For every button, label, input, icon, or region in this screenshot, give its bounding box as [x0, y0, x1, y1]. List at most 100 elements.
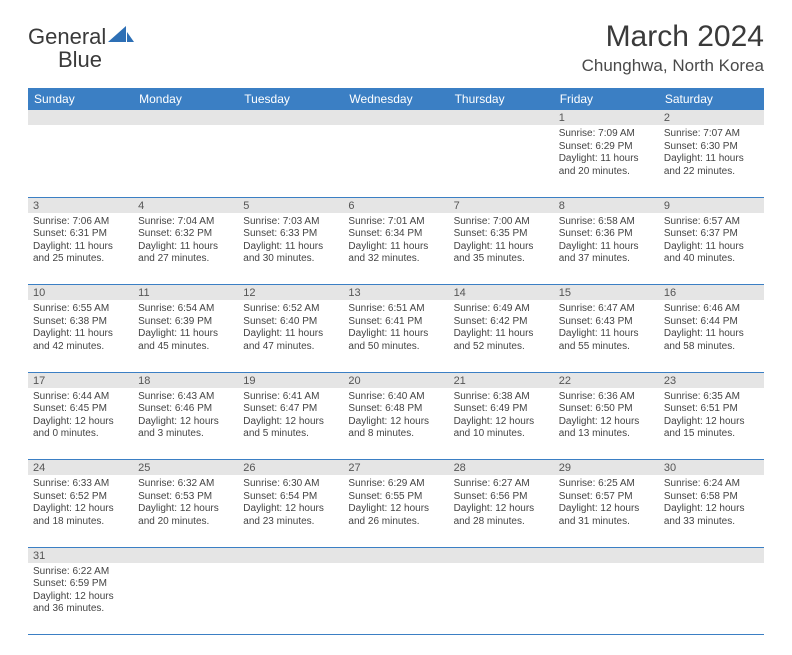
daylight-text-2: and 22 minutes. — [664, 166, 759, 179]
daynum-11: 11 — [133, 285, 238, 301]
header: General Blue March 2024 Chunghwa, North … — [28, 20, 764, 76]
sunset-text: Sunset: 6:53 PM — [138, 491, 233, 504]
daylight-text-2: and 28 minutes. — [454, 516, 549, 529]
day-cell-19: Sunrise: 6:41 AMSunset: 6:47 PMDaylight:… — [238, 388, 343, 460]
weekday-monday: Monday — [133, 88, 238, 110]
daylight-text-1: Daylight: 11 hours — [454, 241, 549, 254]
daylight-text-1: Daylight: 11 hours — [33, 328, 128, 341]
day-cell-26: Sunrise: 6:30 AMSunset: 6:54 PMDaylight:… — [238, 475, 343, 547]
daylight-text-2: and 36 minutes. — [33, 603, 128, 616]
daylight-text-2: and 8 minutes. — [348, 428, 443, 441]
daynum-empty — [343, 547, 448, 563]
daylight-text-1: Daylight: 12 hours — [33, 591, 128, 604]
day-cell-31: Sunrise: 6:22 AMSunset: 6:59 PMDaylight:… — [28, 563, 133, 635]
week-content-row: Sunrise: 7:09 AMSunset: 6:29 PMDaylight:… — [28, 125, 764, 197]
daylight-text-2: and 55 minutes. — [559, 341, 654, 354]
sunrise-text: Sunrise: 6:29 AM — [348, 478, 443, 491]
daynum-2: 2 — [659, 110, 764, 125]
day-cell-4: Sunrise: 7:04 AMSunset: 6:32 PMDaylight:… — [133, 213, 238, 285]
day-details: Sunrise: 6:35 AMSunset: 6:51 PMDaylight:… — [664, 391, 759, 441]
daylight-text-1: Daylight: 12 hours — [138, 416, 233, 429]
day-cell-empty — [659, 563, 764, 635]
daylight-text-1: Daylight: 11 hours — [138, 241, 233, 254]
sunrise-text: Sunrise: 6:30 AM — [243, 478, 338, 491]
daynum-29: 29 — [554, 460, 659, 476]
sunrise-text: Sunrise: 7:04 AM — [138, 216, 233, 229]
daylight-text-1: Daylight: 11 hours — [664, 241, 759, 254]
daynum-28: 28 — [449, 460, 554, 476]
sunset-text: Sunset: 6:43 PM — [559, 316, 654, 329]
daynum-empty — [343, 110, 448, 125]
day-cell-24: Sunrise: 6:33 AMSunset: 6:52 PMDaylight:… — [28, 475, 133, 547]
daynum-17: 17 — [28, 372, 133, 388]
sunrise-text: Sunrise: 6:54 AM — [138, 303, 233, 316]
sunrise-text: Sunrise: 6:22 AM — [33, 566, 128, 579]
calendar-table: SundayMondayTuesdayWednesdayThursdayFrid… — [28, 88, 764, 635]
week-daynum-row: 3456789 — [28, 197, 764, 213]
daylight-text-2: and 20 minutes. — [138, 516, 233, 529]
sunset-text: Sunset: 6:52 PM — [33, 491, 128, 504]
daylight-text-1: Daylight: 12 hours — [559, 416, 654, 429]
daylight-text-1: Daylight: 11 hours — [454, 328, 549, 341]
daylight-text-2: and 15 minutes. — [664, 428, 759, 441]
daylight-text-2: and 33 minutes. — [664, 516, 759, 529]
sunset-text: Sunset: 6:36 PM — [559, 228, 654, 241]
daynum-empty — [659, 547, 764, 563]
sunrise-text: Sunrise: 6:24 AM — [664, 478, 759, 491]
week-daynum-row: 24252627282930 — [28, 460, 764, 476]
day-cell-28: Sunrise: 6:27 AMSunset: 6:56 PMDaylight:… — [449, 475, 554, 547]
sunset-text: Sunset: 6:50 PM — [559, 403, 654, 416]
day-cell-empty — [554, 563, 659, 635]
sunrise-text: Sunrise: 6:27 AM — [454, 478, 549, 491]
day-details: Sunrise: 6:46 AMSunset: 6:44 PMDaylight:… — [664, 303, 759, 353]
sunset-text: Sunset: 6:42 PM — [454, 316, 549, 329]
daylight-text-1: Daylight: 11 hours — [243, 241, 338, 254]
sunset-text: Sunset: 6:37 PM — [664, 228, 759, 241]
day-details: Sunrise: 6:44 AMSunset: 6:45 PMDaylight:… — [33, 391, 128, 441]
calendar-body: 12 Sunrise: 7:09 AMSunset: 6:29 PMDayligh… — [28, 110, 764, 635]
daynum-12: 12 — [238, 285, 343, 301]
day-cell-15: Sunrise: 6:47 AMSunset: 6:43 PMDaylight:… — [554, 300, 659, 372]
daylight-text-2: and 13 minutes. — [559, 428, 654, 441]
daynum-empty — [449, 110, 554, 125]
sunset-text: Sunset: 6:31 PM — [33, 228, 128, 241]
day-details: Sunrise: 6:29 AMSunset: 6:55 PMDaylight:… — [348, 478, 443, 528]
sunrise-text: Sunrise: 6:47 AM — [559, 303, 654, 316]
daylight-text-1: Daylight: 11 hours — [559, 153, 654, 166]
daynum-15: 15 — [554, 285, 659, 301]
sunset-text: Sunset: 6:56 PM — [454, 491, 549, 504]
sunrise-text: Sunrise: 6:35 AM — [664, 391, 759, 404]
day-cell-18: Sunrise: 6:43 AMSunset: 6:46 PMDaylight:… — [133, 388, 238, 460]
daylight-text-1: Daylight: 12 hours — [559, 503, 654, 516]
day-details: Sunrise: 6:22 AMSunset: 6:59 PMDaylight:… — [33, 566, 128, 616]
day-details: Sunrise: 6:38 AMSunset: 6:49 PMDaylight:… — [454, 391, 549, 441]
month-title: March 2024 — [582, 20, 764, 54]
day-details: Sunrise: 6:36 AMSunset: 6:50 PMDaylight:… — [559, 391, 654, 441]
daylight-text-2: and 32 minutes. — [348, 253, 443, 266]
day-cell-30: Sunrise: 6:24 AMSunset: 6:58 PMDaylight:… — [659, 475, 764, 547]
sunset-text: Sunset: 6:39 PM — [138, 316, 233, 329]
sunrise-text: Sunrise: 6:41 AM — [243, 391, 338, 404]
weekday-thursday: Thursday — [449, 88, 554, 110]
daylight-text-2: and 52 minutes. — [454, 341, 549, 354]
daylight-text-1: Daylight: 11 hours — [559, 241, 654, 254]
daynum-4: 4 — [133, 197, 238, 213]
daylight-text-1: Daylight: 11 hours — [664, 153, 759, 166]
day-details: Sunrise: 6:41 AMSunset: 6:47 PMDaylight:… — [243, 391, 338, 441]
daynum-27: 27 — [343, 460, 448, 476]
day-details: Sunrise: 6:25 AMSunset: 6:57 PMDaylight:… — [559, 478, 654, 528]
sunset-text: Sunset: 6:41 PM — [348, 316, 443, 329]
weekday-header-row: SundayMondayTuesdayWednesdayThursdayFrid… — [28, 88, 764, 110]
weekday-sunday: Sunday — [28, 88, 133, 110]
sunset-text: Sunset: 6:55 PM — [348, 491, 443, 504]
daylight-text-2: and 50 minutes. — [348, 341, 443, 354]
daylight-text-2: and 20 minutes. — [559, 166, 654, 179]
daylight-text-1: Daylight: 11 hours — [664, 328, 759, 341]
daynum-26: 26 — [238, 460, 343, 476]
sunset-text: Sunset: 6:32 PM — [138, 228, 233, 241]
sunrise-text: Sunrise: 6:36 AM — [559, 391, 654, 404]
daylight-text-2: and 40 minutes. — [664, 253, 759, 266]
daylight-text-2: and 26 minutes. — [348, 516, 443, 529]
sunrise-text: Sunrise: 6:58 AM — [559, 216, 654, 229]
sunrise-text: Sunrise: 6:43 AM — [138, 391, 233, 404]
